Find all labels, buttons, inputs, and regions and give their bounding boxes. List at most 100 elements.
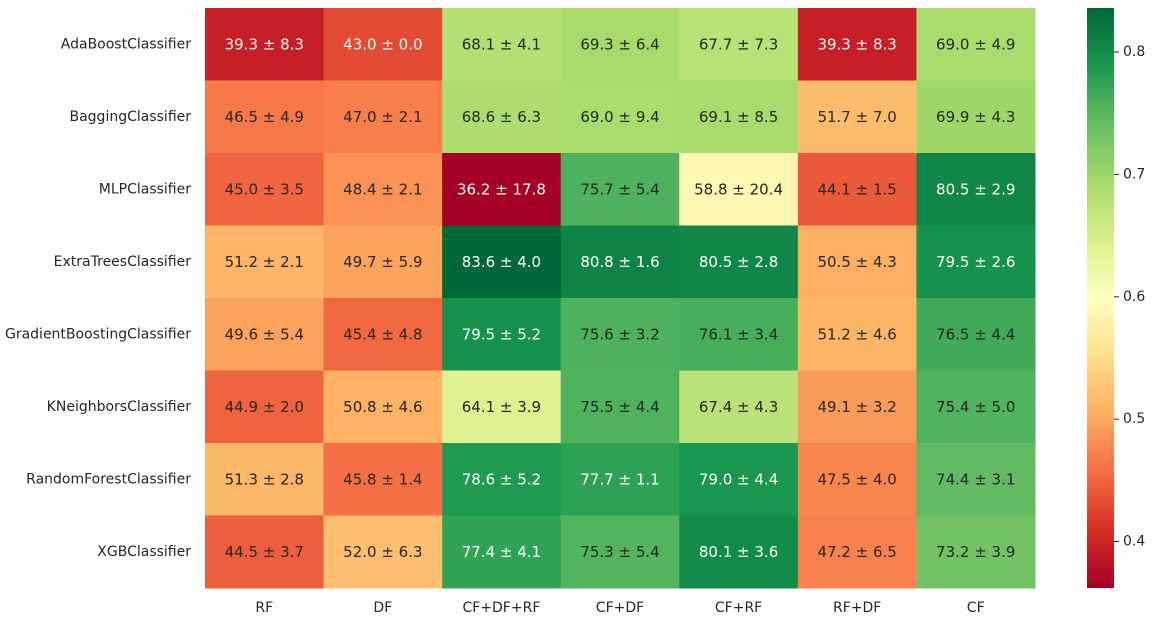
heatmap-cell <box>679 443 799 516</box>
cell-value-label: 46.5 ± 4.9 <box>225 108 304 126</box>
heatmap-cell <box>323 515 443 589</box>
cell-value-label: 69.0 ± 9.4 <box>580 108 659 126</box>
heatmap-cell <box>797 8 917 81</box>
cell-value-label: 44.1 ± 1.5 <box>817 180 896 198</box>
heatmap-cell <box>797 370 917 444</box>
cell-value-label: 49.7 ± 5.9 <box>343 253 422 271</box>
heatmap-cells <box>205 8 1036 589</box>
cell-value-label: 77.7 ± 1.1 <box>580 470 659 488</box>
heatmap-cell <box>679 298 799 371</box>
cell-value-label: 45.0 ± 3.5 <box>225 180 304 198</box>
heatmap-cell <box>560 298 680 371</box>
colorbar-tick-label: 0.4 <box>1123 534 1145 550</box>
heatmap-cell <box>442 370 562 444</box>
column-label: DF <box>373 600 392 616</box>
cell-value-label: 50.5 ± 4.3 <box>817 253 896 271</box>
cell-value-label: 51.2 ± 2.1 <box>225 253 304 271</box>
cell-value-label: 51.7 ± 7.0 <box>817 108 896 126</box>
cell-value-label: 49.1 ± 3.2 <box>817 398 896 416</box>
cell-value-label: 69.0 ± 4.9 <box>936 35 1015 53</box>
column-label: RF <box>255 600 273 616</box>
heatmap-cell <box>560 80 680 154</box>
heatmap-cell <box>442 443 562 516</box>
heatmap-cell <box>916 443 1036 516</box>
cell-value-label: 69.9 ± 4.3 <box>936 108 1015 126</box>
heatmap-cell <box>442 80 562 154</box>
cell-value-label: 52.0 ± 6.3 <box>343 543 422 561</box>
cell-value-label: 48.4 ± 2.1 <box>343 180 422 198</box>
heatmap-cell <box>323 8 443 81</box>
cell-value-label: 39.3 ± 8.3 <box>817 35 896 53</box>
heatmap-cell <box>205 225 325 299</box>
cell-value-label: 45.8 ± 1.4 <box>343 470 422 488</box>
colorbar-ticks: 0.4 0.5 0.6 0.7 0.8 <box>1114 44 1145 550</box>
heatmap-cell <box>797 443 917 516</box>
heatmap-cell <box>442 8 562 81</box>
heatmap-cell <box>205 370 325 444</box>
cell-value-label: 45.4 ± 4.8 <box>343 325 422 343</box>
heatmap-cell <box>560 153 680 226</box>
heatmap-cell <box>679 370 799 444</box>
colorbar-tick-label: 0.7 <box>1123 166 1145 182</box>
heatmap-cell <box>916 370 1036 444</box>
colorbar-tick-label: 0.6 <box>1123 289 1145 305</box>
heatmap-cell <box>205 443 325 516</box>
cell-value-label: 79.0 ± 4.4 <box>699 470 778 488</box>
cell-value-label: 51.3 ± 2.8 <box>225 470 304 488</box>
cell-value-label: 58.8 ± 20.4 <box>694 180 783 198</box>
heatmap-cell <box>442 225 562 299</box>
heatmap-cell <box>560 8 680 81</box>
cell-value-label: 76.5 ± 4.4 <box>936 325 1015 343</box>
heatmap-cell <box>205 515 325 589</box>
row-label: KNeighborsClassifier <box>47 399 192 415</box>
heatmap-cell <box>797 80 917 154</box>
cell-value-label: 44.5 ± 3.7 <box>225 543 304 561</box>
heatmap-cell <box>560 515 680 589</box>
cell-value-label: 47.0 ± 2.1 <box>343 108 422 126</box>
cell-value-label: 75.5 ± 4.4 <box>580 398 659 416</box>
cell-value-label: 80.5 ± 2.8 <box>699 253 778 271</box>
heatmap-cell <box>442 515 562 589</box>
column-label: CF+DF <box>596 600 644 616</box>
cell-value-label: 68.1 ± 4.1 <box>462 35 541 53</box>
heatmap-cell <box>916 515 1036 589</box>
cell-value-label: 76.1 ± 3.4 <box>699 325 778 343</box>
heatmap-cell <box>323 443 443 516</box>
row-label: ExtraTreesClassifier <box>54 254 192 270</box>
cell-value-label: 83.6 ± 4.0 <box>462 253 541 271</box>
row-label: XGBClassifier <box>97 544 191 560</box>
heatmap-cell <box>205 80 325 154</box>
heatmap-cell <box>205 8 325 81</box>
cell-value-label: 49.6 ± 5.4 <box>225 325 304 343</box>
heatmap-cell <box>560 225 680 299</box>
heatmap-cell <box>797 225 917 299</box>
column-label: CF+DF+RF <box>462 600 540 616</box>
heatmap-cell <box>916 8 1036 81</box>
cell-value-label: 43.0 ± 0.0 <box>343 35 422 53</box>
heatmap-cell <box>679 153 799 226</box>
cell-value-label: 79.5 ± 2.6 <box>936 253 1015 271</box>
heatmap-cell <box>442 298 562 371</box>
cell-value-label: 75.3 ± 5.4 <box>580 543 659 561</box>
heatmap-cell <box>442 153 562 226</box>
cell-value-label: 36.2 ± 17.8 <box>457 180 546 198</box>
cell-value-label: 80.5 ± 2.9 <box>936 180 1015 198</box>
heatmap-cell <box>323 153 443 226</box>
heatmap-cell <box>323 225 443 299</box>
row-label: RandomForestClassifier <box>26 471 191 487</box>
row-tick-labels: AdaBoostClassifier BaggingClassifier MLPCl… <box>5 36 191 560</box>
heatmap-cell <box>323 298 443 371</box>
cell-value-label: 64.1 ± 3.9 <box>462 398 541 416</box>
row-label: AdaBoostClassifier <box>61 36 191 52</box>
cell-value-label: 73.2 ± 3.9 <box>936 543 1015 561</box>
heatmap-cell <box>205 298 325 371</box>
cell-value-label: 69.3 ± 6.4 <box>580 35 659 53</box>
row-label: BaggingClassifier <box>69 109 191 125</box>
cell-value-label: 50.8 ± 4.6 <box>343 398 422 416</box>
colorbar <box>1087 8 1114 588</box>
heatmap-cell <box>916 153 1036 226</box>
cell-value-label: 67.4 ± 4.3 <box>699 398 778 416</box>
heatmap-cell <box>916 225 1036 299</box>
heatmap-cell <box>679 8 799 81</box>
